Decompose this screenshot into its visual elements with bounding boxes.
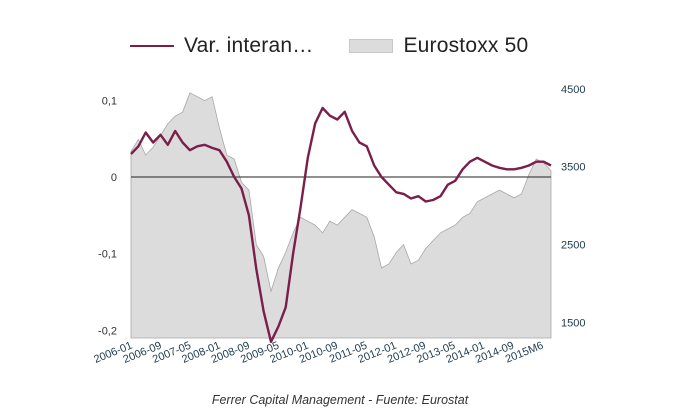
right-tick-label: 3500 [561, 162, 585, 174]
eurostoxx-area [130, 92, 552, 339]
legend-item-eurostoxx[interactable]: Eurostoxx 50 [349, 34, 528, 58]
legend-label-eurostoxx: Eurostoxx 50 [403, 34, 529, 57]
right-tick-label: 4500 [561, 84, 585, 96]
source-caption: Ferrer Capital Management - Fuente: Euro… [211, 393, 469, 407]
legend: Var. interan… Eurostoxx 50 [130, 34, 564, 58]
x-axis-ticks: 2006-012006-092007-052008-012008-092009-… [92, 340, 545, 366]
right-tick-label: 2500 [561, 240, 585, 252]
right-tick-label: 1500 [561, 317, 585, 329]
right-axis-ticks: 4500 3500 2500 1500 [561, 84, 585, 330]
left-tick-label: -0,1 [98, 249, 117, 261]
area-swatch [349, 39, 394, 53]
line-swatch [130, 45, 174, 47]
left-axis-ticks: 0,1 0 -0,1 -0,2 [98, 95, 117, 337]
eurostoxx-area-layer [130, 92, 552, 339]
left-tick-label: 0 [111, 172, 117, 184]
legend-item-variation[interactable]: Var. interan… [130, 34, 313, 58]
variation-line-layer [130, 106, 552, 343]
legend-label-variation: Var. interan… [184, 34, 314, 57]
left-tick-label: -0,2 [98, 325, 117, 337]
left-tick-label: 0,1 [102, 95, 117, 107]
variation-line [130, 106, 552, 343]
